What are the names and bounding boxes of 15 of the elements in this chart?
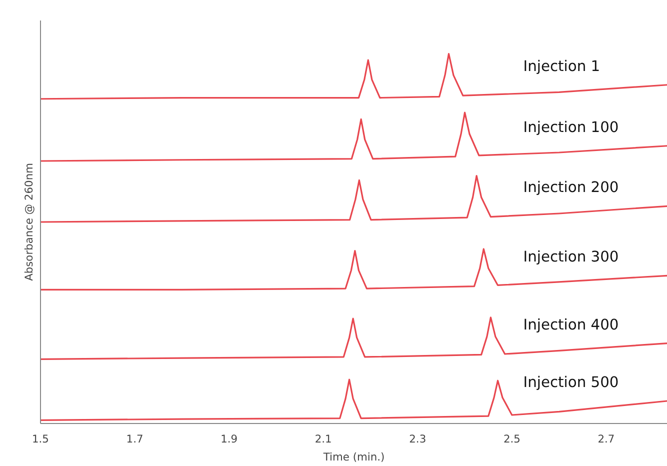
y-axis-title: Absorbance @ 260nm bbox=[22, 163, 36, 281]
series-label: Injection 100 bbox=[523, 118, 619, 136]
x-tick-label: 2.7 bbox=[598, 432, 615, 446]
series-label: Injection 1 bbox=[523, 58, 600, 75]
series-label: Injection 500 bbox=[523, 374, 619, 391]
series-label: Injection 300 bbox=[523, 248, 619, 266]
x-tick-label: 2.5 bbox=[503, 432, 520, 446]
x-tick-label: 1.7 bbox=[126, 432, 144, 446]
x-tick-label: 2.3 bbox=[409, 432, 426, 446]
x-tick-label: 1.5 bbox=[32, 432, 49, 446]
series-label: Injection 400 bbox=[523, 316, 619, 334]
series-label: Injection 200 bbox=[523, 179, 619, 196]
x-tick-label: 1.9 bbox=[220, 432, 238, 446]
x-axis-title: Time (min.) bbox=[322, 450, 385, 464]
x-tick-label: 2.1 bbox=[314, 432, 332, 446]
